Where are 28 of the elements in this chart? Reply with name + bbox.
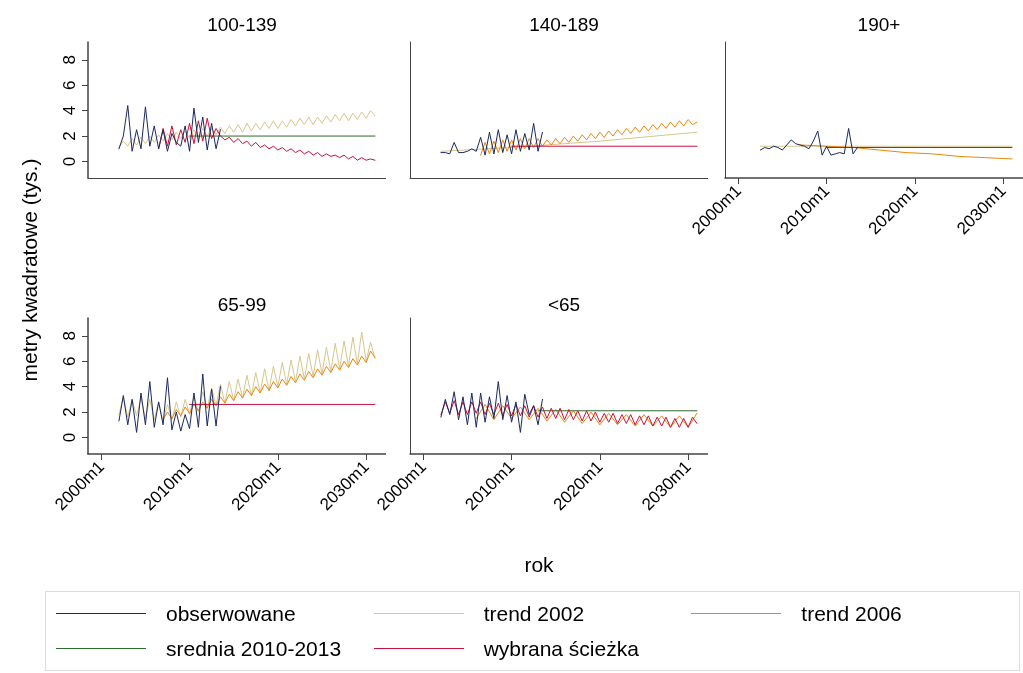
line-series (118, 331, 376, 422)
y-tick-label: 2 (60, 407, 79, 417)
y-tick-label: 6 (60, 356, 79, 366)
line-series (118, 373, 221, 433)
legend-label: trend 2006 (801, 601, 902, 626)
y-tick-label: 6 (60, 80, 79, 90)
chart-title: 140-189 (529, 14, 599, 35)
chart-title: <65 (547, 294, 581, 315)
y-tick-label: 4 (60, 105, 79, 116)
y-tick-label: 0 (60, 156, 79, 167)
y-tick-label: 8 (60, 331, 79, 341)
chart-title: 65-99 (217, 294, 267, 315)
x-axis-title: rok (524, 553, 554, 577)
y-axis-title: metry kwadratowe (tys.) (18, 158, 42, 382)
y-tick-label: 2 (60, 131, 79, 141)
chart-title: 190+ (857, 14, 901, 35)
line-series (162, 350, 376, 421)
legend-label: wybrana ścieżka (483, 636, 639, 661)
legend-label: trend 2002 (483, 601, 585, 626)
y-tick-label: 4 (60, 381, 79, 392)
y-tick-label: 8 (60, 55, 79, 65)
line-series (118, 105, 221, 152)
y-tick-label: 0 (60, 432, 79, 443)
line-series (118, 110, 376, 148)
line-series (158, 117, 376, 161)
legend-label: srednia 2010-2013 (166, 636, 342, 661)
legend-label: obserwowane (166, 601, 296, 626)
chart-title: 100-139 (207, 14, 277, 35)
